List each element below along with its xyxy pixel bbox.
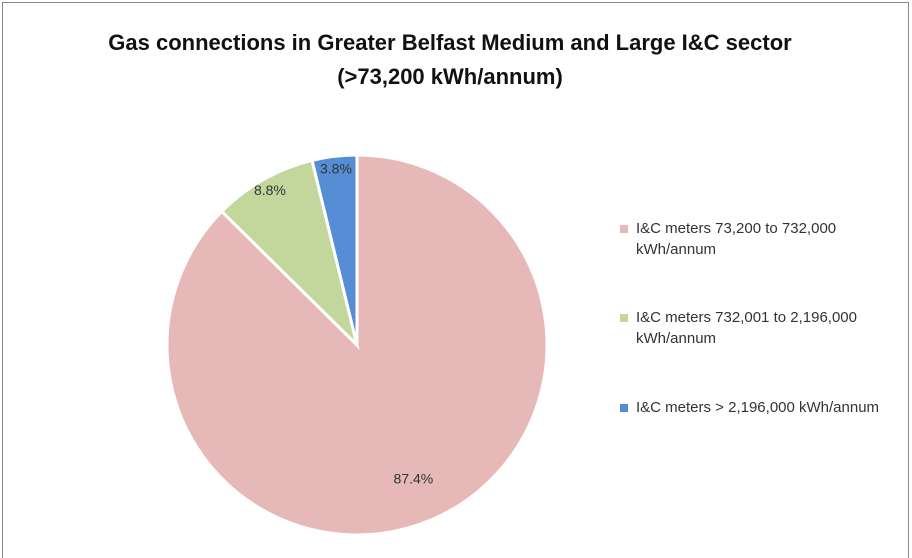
data-label: 87.4% [394,471,434,487]
legend-label: I&C meters 732,001 to 2,196,000 kWh/annu… [636,309,857,347]
legend-item: I&C meters > 2,196,000 kWh/annum [620,397,906,418]
legend-swatch [620,314,628,322]
legend-item: I&C meters 732,001 to 2,196,000 kWh/annu… [620,307,906,349]
data-label: 3.8% [320,160,352,176]
legend-swatch [620,225,628,233]
chart-title: Gas connections in Greater Belfast Mediu… [108,30,792,89]
legend-swatch [620,404,628,412]
legend-item: I&C meters 73,200 to 732,000 kWh/annum [620,218,906,260]
legend-label: I&C meters > 2,196,000 kWh/annum [636,399,880,416]
data-label: 8.8% [254,182,286,198]
pie-slice [310,153,359,346]
legend-label: I&C meters 73,200 to 732,000 kWh/annum [636,220,837,258]
